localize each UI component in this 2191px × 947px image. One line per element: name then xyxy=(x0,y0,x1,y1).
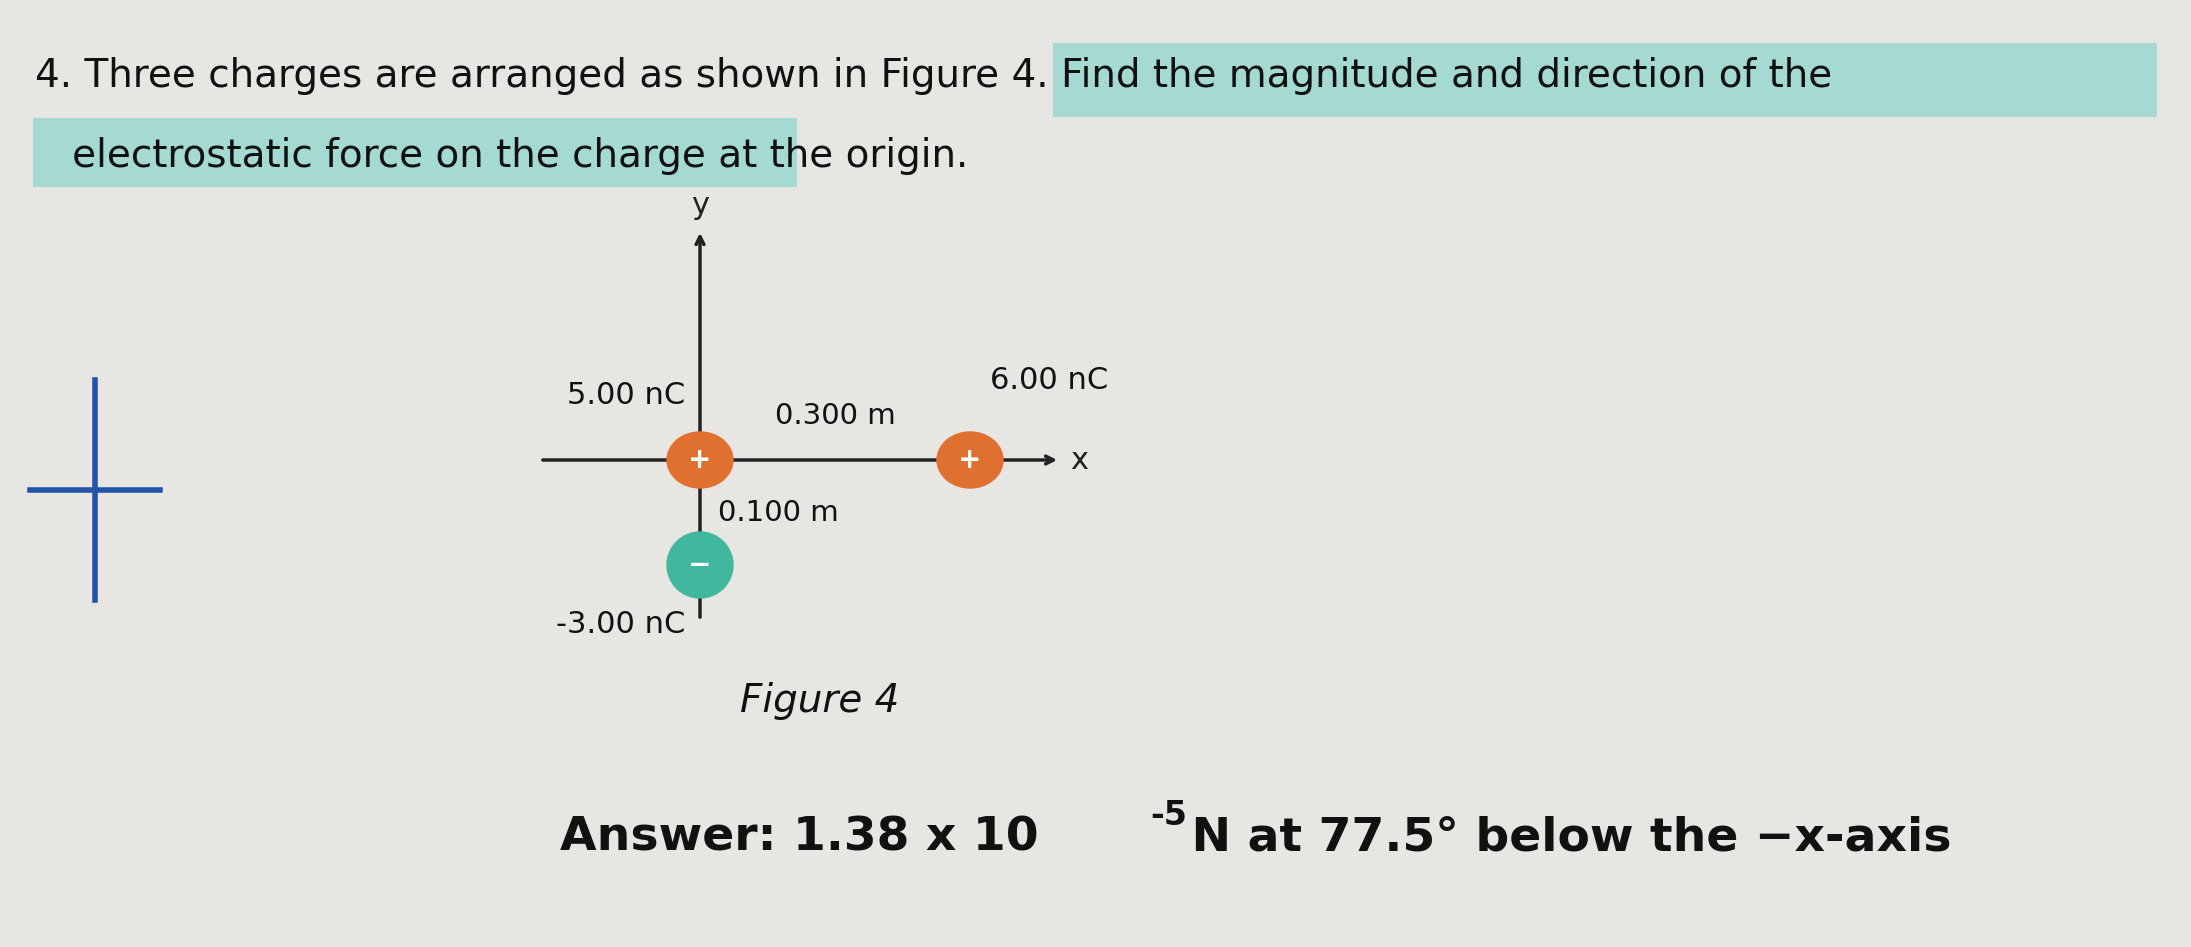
Text: 0.100 m: 0.100 m xyxy=(719,498,839,527)
Ellipse shape xyxy=(666,432,734,488)
FancyBboxPatch shape xyxy=(1054,43,2156,117)
Text: 4. Three charges are arranged as shown in Figure 4. Find the magnitude and direc: 4. Three charges are arranged as shown i… xyxy=(35,57,1832,95)
Text: −: − xyxy=(688,551,712,579)
Text: 6.00 nC: 6.00 nC xyxy=(990,366,1109,395)
Text: +: + xyxy=(688,446,712,474)
Text: -3.00 nC: -3.00 nC xyxy=(557,610,686,639)
FancyBboxPatch shape xyxy=(33,118,798,187)
Text: Figure 4: Figure 4 xyxy=(741,682,901,720)
Ellipse shape xyxy=(666,532,734,598)
Text: electrostatic force on the charge at the origin.: electrostatic force on the charge at the… xyxy=(35,137,968,175)
Text: Answer: 1.38 x 10: Answer: 1.38 x 10 xyxy=(561,815,1039,860)
Ellipse shape xyxy=(938,432,1003,488)
Text: N at 77.5° below the −x-axis: N at 77.5° below the −x-axis xyxy=(1174,815,1952,860)
Text: -5: -5 xyxy=(1150,799,1188,832)
Text: 0.300 m: 0.300 m xyxy=(776,402,896,430)
Text: +: + xyxy=(957,446,982,474)
Text: y: y xyxy=(690,191,710,220)
Text: x: x xyxy=(1069,445,1089,474)
Text: 5.00 nC: 5.00 nC xyxy=(567,381,686,410)
